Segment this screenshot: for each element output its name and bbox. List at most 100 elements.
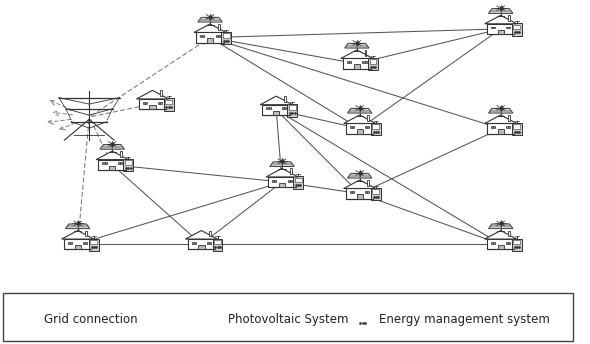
- Bar: [90, 240, 97, 244]
- Bar: [359, 314, 366, 319]
- Bar: [365, 191, 369, 193]
- Bar: [125, 160, 132, 165]
- Bar: [207, 39, 213, 43]
- Bar: [123, 159, 133, 171]
- Bar: [293, 176, 303, 189]
- Polygon shape: [96, 151, 128, 160]
- Bar: [497, 129, 504, 134]
- Bar: [368, 180, 369, 186]
- Polygon shape: [489, 108, 513, 113]
- Bar: [263, 105, 290, 115]
- Bar: [513, 240, 520, 244]
- Bar: [506, 242, 510, 244]
- Bar: [216, 35, 220, 37]
- Bar: [346, 123, 373, 134]
- Bar: [192, 242, 196, 244]
- Bar: [343, 58, 371, 69]
- Bar: [214, 240, 221, 244]
- Polygon shape: [484, 15, 517, 24]
- Polygon shape: [484, 230, 517, 239]
- Polygon shape: [343, 115, 376, 123]
- Polygon shape: [348, 108, 372, 113]
- Bar: [289, 105, 296, 110]
- Bar: [284, 96, 286, 102]
- Bar: [362, 61, 366, 63]
- Bar: [282, 107, 286, 109]
- Bar: [350, 191, 354, 193]
- Polygon shape: [343, 180, 376, 189]
- Bar: [207, 242, 211, 244]
- Bar: [509, 230, 510, 236]
- Bar: [506, 26, 510, 29]
- Bar: [487, 24, 514, 34]
- Bar: [209, 230, 211, 236]
- Bar: [83, 242, 87, 244]
- Bar: [74, 245, 81, 249]
- Bar: [188, 239, 215, 249]
- Bar: [218, 24, 219, 30]
- Bar: [3, 293, 573, 341]
- Bar: [347, 61, 351, 63]
- Bar: [512, 23, 522, 36]
- Bar: [371, 123, 381, 135]
- Polygon shape: [489, 9, 513, 13]
- Bar: [200, 35, 205, 37]
- Bar: [272, 180, 276, 182]
- Polygon shape: [484, 115, 517, 123]
- Polygon shape: [345, 43, 369, 48]
- Bar: [512, 238, 522, 251]
- Bar: [346, 189, 373, 199]
- Bar: [268, 177, 296, 187]
- Bar: [223, 33, 230, 37]
- Bar: [143, 101, 147, 104]
- Bar: [212, 238, 222, 251]
- Bar: [353, 64, 360, 69]
- Bar: [506, 126, 510, 128]
- Bar: [68, 242, 72, 244]
- Polygon shape: [65, 224, 90, 229]
- Bar: [357, 313, 368, 327]
- Polygon shape: [185, 230, 218, 239]
- Bar: [267, 107, 271, 109]
- Bar: [487, 123, 514, 134]
- Polygon shape: [489, 224, 513, 229]
- Text: Photovoltaic System: Photovoltaic System: [228, 313, 349, 326]
- Bar: [513, 24, 520, 29]
- Polygon shape: [194, 24, 226, 32]
- Bar: [64, 239, 91, 249]
- Bar: [491, 242, 495, 244]
- Bar: [160, 90, 162, 96]
- Bar: [287, 180, 292, 182]
- Bar: [273, 111, 280, 115]
- Text: Energy management system: Energy management system: [379, 313, 549, 326]
- Bar: [512, 123, 522, 135]
- Bar: [497, 245, 504, 249]
- Bar: [118, 162, 122, 164]
- Polygon shape: [260, 96, 292, 105]
- Bar: [109, 165, 116, 170]
- Bar: [103, 162, 107, 164]
- Polygon shape: [198, 17, 222, 22]
- Bar: [365, 126, 369, 128]
- Bar: [372, 189, 379, 194]
- Polygon shape: [61, 230, 94, 239]
- Polygon shape: [341, 50, 373, 58]
- Bar: [287, 104, 297, 117]
- Bar: [139, 99, 166, 109]
- Bar: [86, 230, 87, 236]
- Bar: [368, 115, 369, 121]
- Bar: [295, 178, 301, 182]
- Bar: [509, 15, 510, 21]
- Bar: [368, 58, 378, 70]
- Polygon shape: [270, 162, 294, 166]
- Bar: [491, 126, 495, 128]
- Bar: [369, 59, 376, 64]
- Bar: [513, 124, 520, 129]
- Bar: [165, 100, 172, 104]
- Bar: [120, 151, 122, 157]
- Polygon shape: [100, 144, 124, 149]
- Polygon shape: [266, 169, 298, 177]
- Bar: [509, 115, 510, 121]
- Bar: [164, 98, 173, 111]
- Polygon shape: [136, 90, 169, 99]
